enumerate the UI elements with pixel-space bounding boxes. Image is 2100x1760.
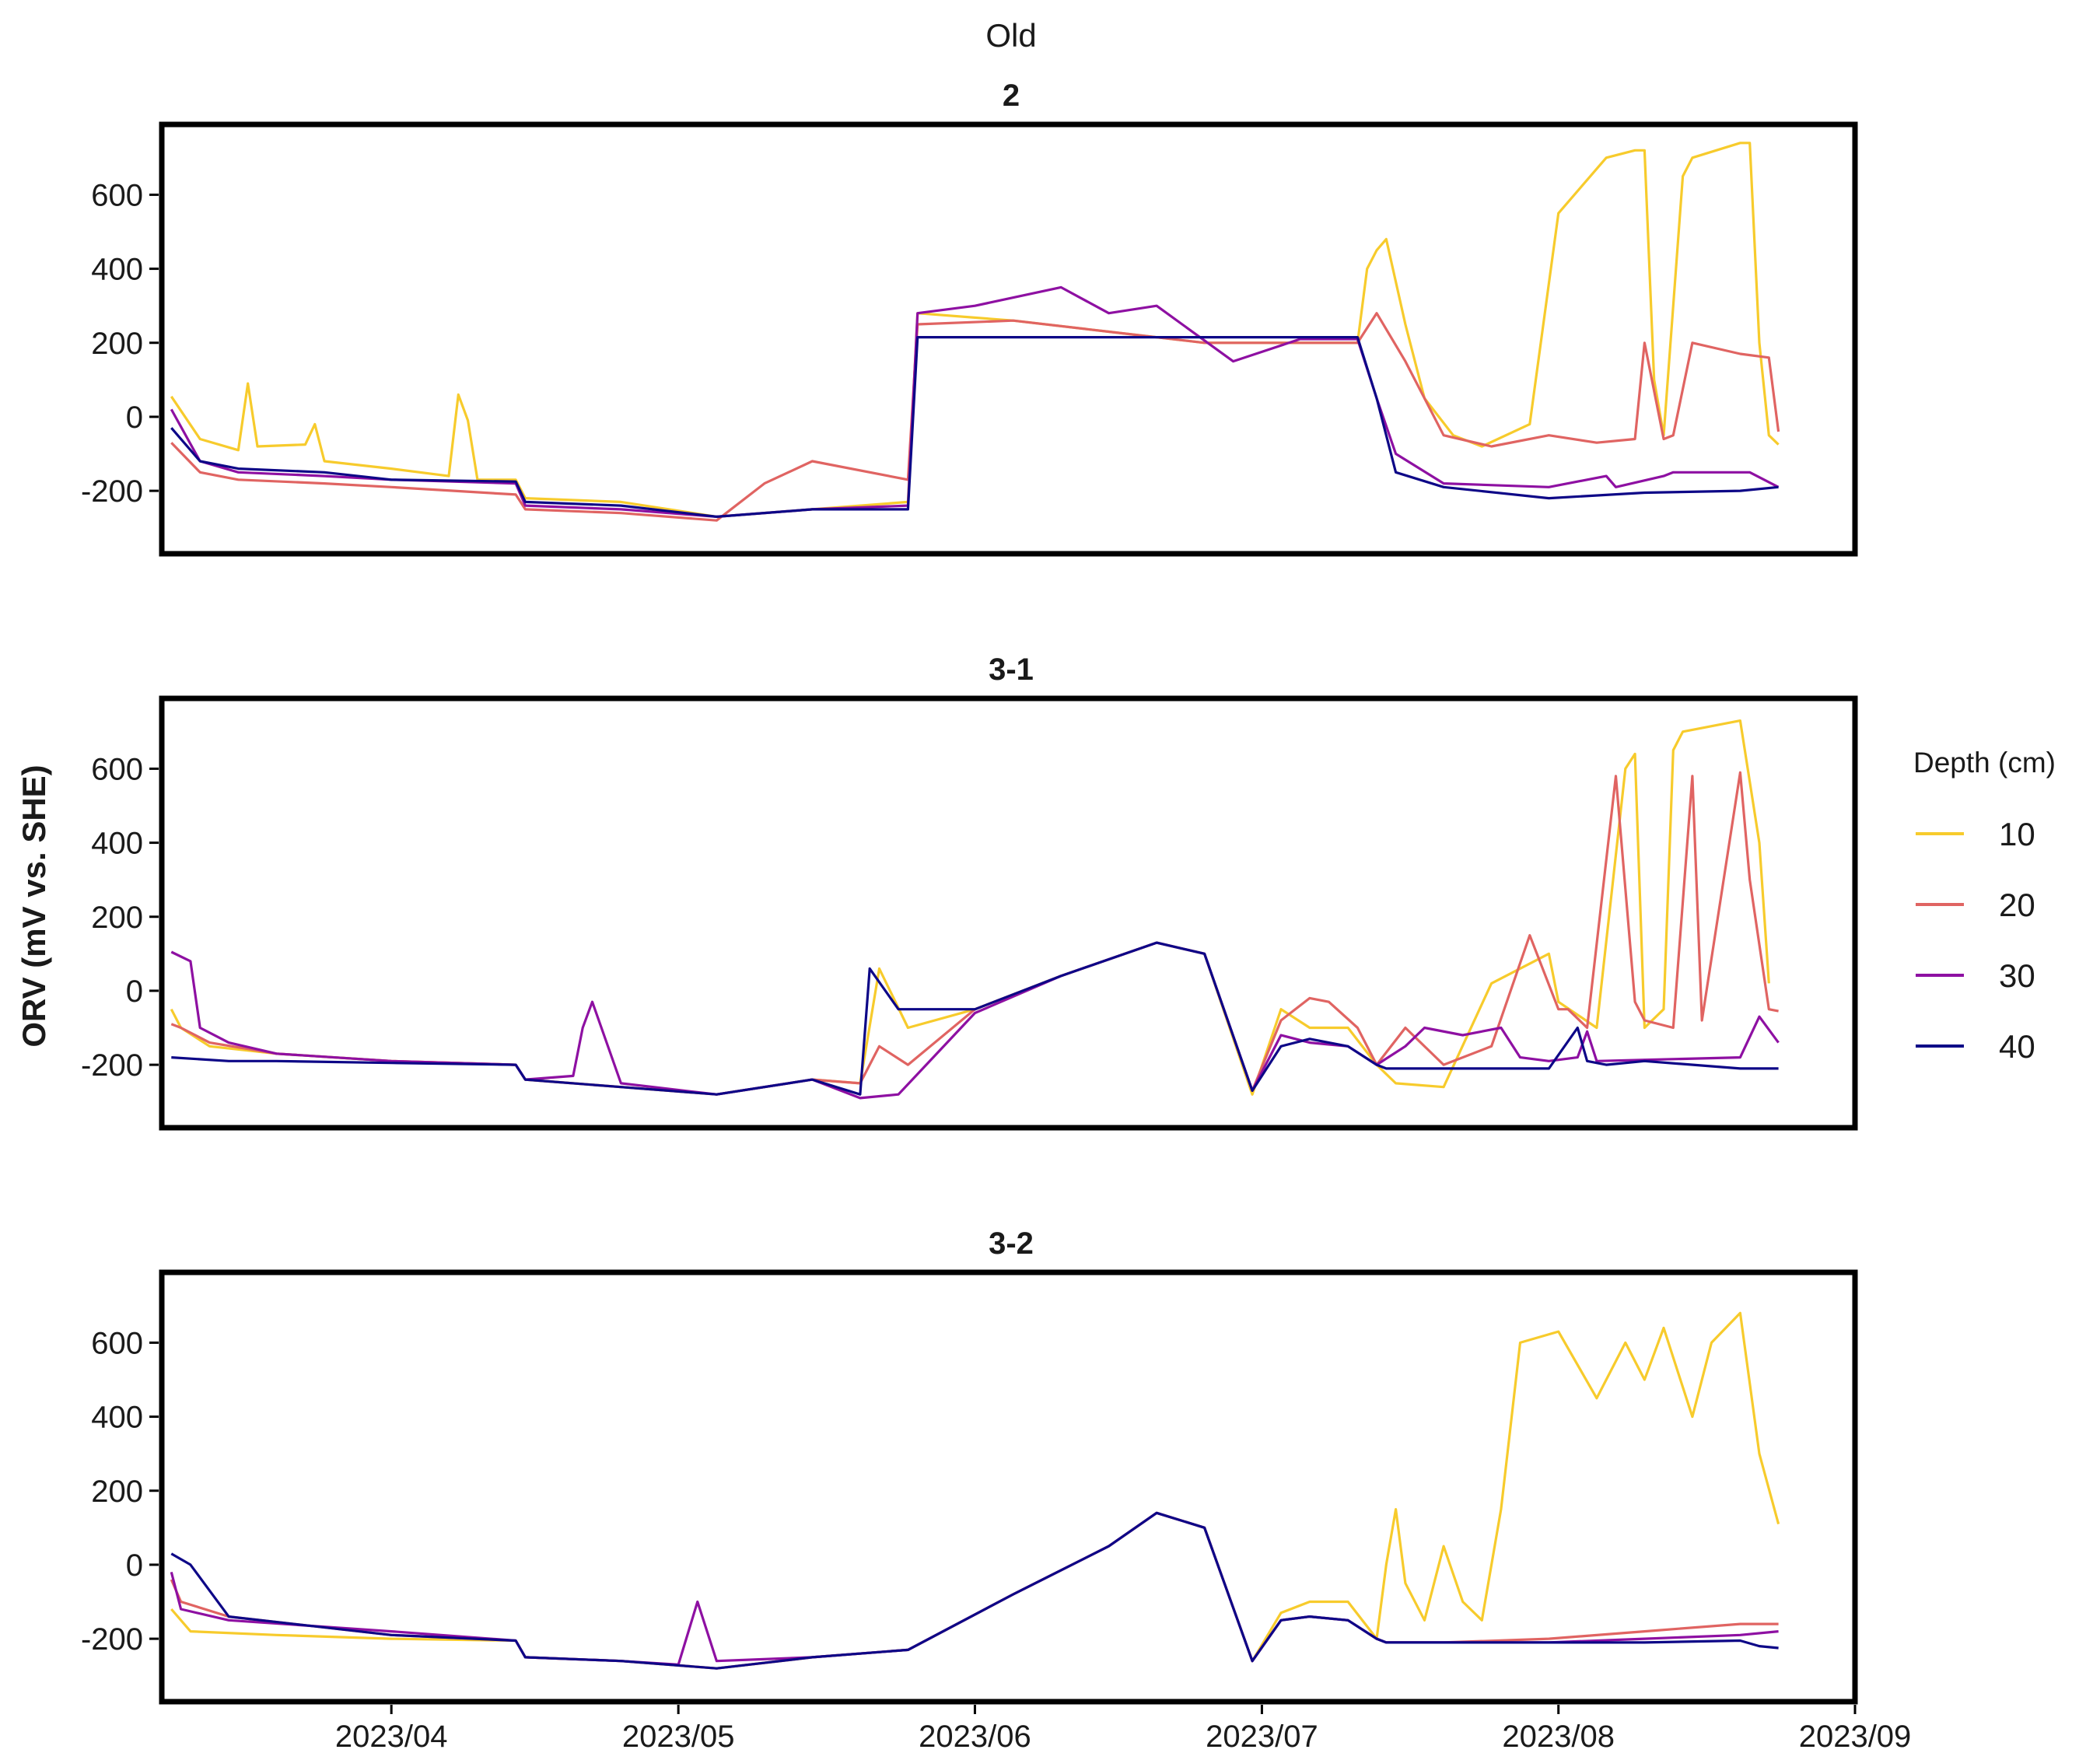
y-tick-label: 600 <box>91 178 143 212</box>
x-tick-label: 2023/04 <box>335 1720 448 1754</box>
series-lines <box>170 1311 1780 1670</box>
y-tick-label: 400 <box>91 253 143 287</box>
series-lines <box>170 142 1780 522</box>
y-tick-label: 400 <box>91 1401 143 1435</box>
legend: Depth (cm) 10 20 30 40 <box>1913 747 2056 1065</box>
y-axis-label: ORV (mV vs. SHE) <box>16 765 52 1047</box>
x-tick-label: 2023/05 <box>622 1720 735 1754</box>
panel-title: 2 <box>1003 79 1020 113</box>
panel-3: 3-2 -200 0 200 400 600 2023/04 2023/05 2023/06 20… <box>81 1226 1911 1754</box>
y-tick-label: 200 <box>91 327 143 361</box>
y-tick-label: 600 <box>91 752 143 786</box>
y-tick-label: 600 <box>91 1326 143 1360</box>
series-line-40 <box>171 941 1779 1096</box>
x-tick-label: 2023/06 <box>919 1720 1031 1754</box>
y-tick-label: 0 <box>126 1548 143 1583</box>
x-tick-label: 2023/07 <box>1206 1720 1318 1754</box>
panel-border <box>159 1269 1858 1705</box>
panel-title: 3-1 <box>989 653 1034 687</box>
series-line-40 <box>170 336 1779 519</box>
y-tick-label: 400 <box>91 827 143 861</box>
panel-1: 2 -200 0 200 400 600 <box>81 79 1858 557</box>
legend-label-20: 20 <box>1999 887 2035 923</box>
panels: 2 -200 0 200 400 600 3-1 -200 0 200 400 600 3-2 -200 0… <box>81 79 1911 1754</box>
y-tick-label: 0 <box>126 401 143 435</box>
x-tick-label: 2023/09 <box>1799 1720 1912 1754</box>
panel-border <box>159 695 1858 1131</box>
panel-2: 3-1 -200 0 200 400 600 <box>81 653 1858 1131</box>
panel-title: 3-2 <box>989 1226 1034 1261</box>
y-tick-label: -200 <box>81 474 143 509</box>
panel-border <box>159 121 1858 557</box>
legend-label-10: 10 <box>1999 816 2035 852</box>
series-lines <box>170 719 1780 1100</box>
y-tick-label: 0 <box>126 974 143 1009</box>
y-tick-label: -200 <box>81 1048 143 1083</box>
legend-title: Depth (cm) <box>1913 747 2056 779</box>
figure-title: Old <box>985 17 1036 54</box>
legend-label-30: 30 <box>1999 957 2035 994</box>
legend-label-40: 40 <box>1999 1028 2035 1065</box>
x-tick-label: 2023/08 <box>1502 1720 1615 1754</box>
series-line-40 <box>170 1511 1779 1670</box>
series-line-20 <box>170 312 1780 522</box>
y-tick-label: 200 <box>91 901 143 935</box>
y-tick-label: -200 <box>81 1622 143 1657</box>
y-tick-label: 200 <box>91 1475 143 1509</box>
